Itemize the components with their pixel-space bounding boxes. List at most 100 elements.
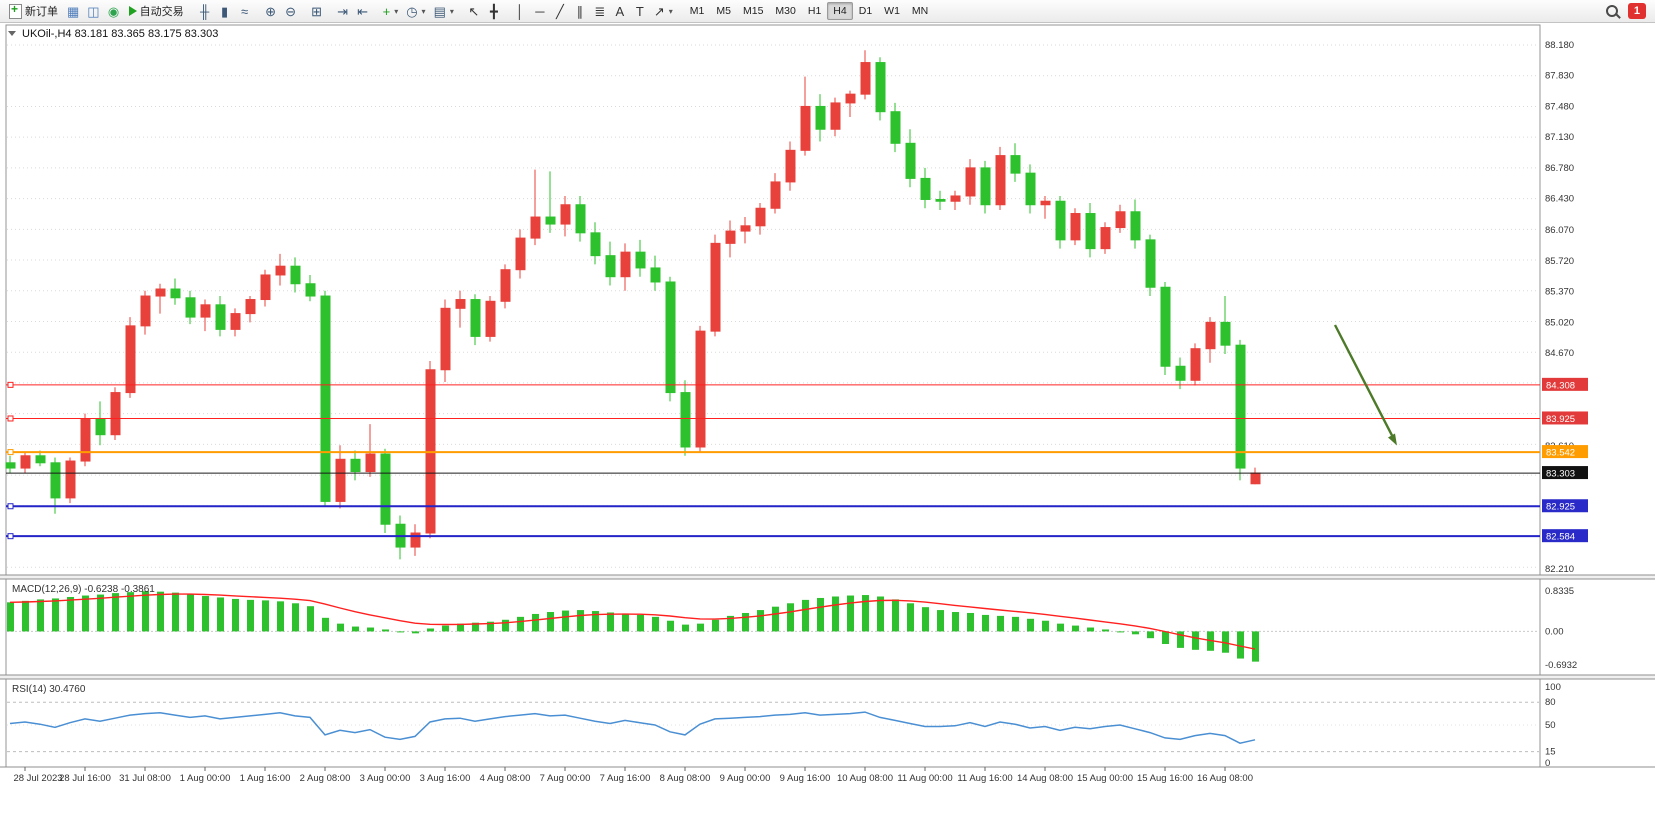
timeframe-m1-button[interactable]: M1 (684, 2, 711, 20)
macd-header: MACD(12,26,9) -0.6238 -0.3861 (12, 584, 155, 595)
timeframe-mn-button[interactable]: MN (906, 2, 934, 20)
candle (215, 296, 226, 337)
zoom-out-button[interactable]: ⊖ (281, 2, 301, 21)
new-order-label: 新订单 (25, 6, 58, 18)
equidistant-channel-icon: ∥ (576, 3, 584, 19)
macd-bar (7, 602, 14, 632)
fibonacci-button[interactable]: ≣ (590, 2, 610, 21)
macd-bar (1072, 625, 1079, 632)
trendline-button[interactable]: ╱ (550, 2, 570, 21)
line-handle[interactable] (7, 533, 14, 540)
text-button[interactable]: A (610, 2, 630, 21)
svg-text:11 Aug 16:00: 11 Aug 16:00 (957, 773, 1012, 784)
macd-bar (757, 610, 764, 632)
svg-text:14 Aug 08:00: 14 Aug 08:00 (1017, 773, 1073, 784)
candle (1115, 204, 1126, 233)
text-label-icon: T (635, 3, 644, 19)
candle (470, 294, 481, 346)
candle (155, 283, 166, 314)
candle (740, 217, 751, 244)
macd-bar (1042, 620, 1049, 632)
candle (80, 413, 91, 467)
timeframe-h1-button[interactable]: H1 (802, 2, 827, 20)
crosshair-button[interactable]: ╋ (484, 2, 504, 21)
line-handle[interactable] (7, 381, 14, 388)
candle (170, 278, 181, 305)
candle (230, 308, 241, 337)
macd-bar (832, 596, 839, 632)
candle (485, 296, 496, 342)
line-chart-button[interactable]: ≈ (235, 2, 255, 21)
price-badge: 83.542 (1542, 445, 1588, 459)
trend-arrow-annotation[interactable] (1333, 324, 1397, 446)
candle (860, 50, 871, 100)
templates-button[interactable]: ▤ ▾ (430, 2, 458, 21)
timeframe-w1-button[interactable]: W1 (878, 2, 906, 20)
macd-bar (322, 617, 329, 632)
macd-bar (292, 603, 299, 632)
text-label-button[interactable]: T (630, 2, 650, 21)
notification-badge[interactable]: 1 (1627, 3, 1646, 19)
timeframe-d1-button[interactable]: D1 (853, 2, 878, 20)
price-chart-svg: 88.180 87.830 87.480 87.130 86.780 86.430 86.0… (0, 24, 1655, 784)
macd-bar (307, 606, 314, 632)
svg-text:10 Aug 08:00: 10 Aug 08:00 (837, 773, 893, 784)
line-handle[interactable] (7, 503, 14, 510)
one-click-trading-expander[interactable] (8, 31, 16, 36)
timeframe-h4-button[interactable]: H4 (827, 2, 853, 20)
macd-bar (457, 623, 464, 632)
shapes-icon: ↗ (653, 3, 665, 19)
auto-scroll-button[interactable]: ⇥ (333, 2, 353, 21)
price-badge: 82.584 (1542, 529, 1588, 543)
candle (845, 90, 856, 117)
periods-button[interactable]: ◷ ▾ (402, 2, 429, 21)
line-handle[interactable] (7, 415, 14, 422)
panel-splitter[interactable] (0, 674, 1655, 680)
price-badge: 84.308 (1542, 377, 1588, 391)
svg-text:28 Jul 16:00: 28 Jul 16:00 (59, 773, 111, 784)
svg-text:50: 50 (1545, 720, 1556, 731)
search-button[interactable] (1602, 2, 1622, 21)
svg-text:1 Aug 00:00: 1 Aug 00:00 (180, 773, 231, 784)
vertical-line-button[interactable]: │ (510, 2, 530, 21)
candlestick-chart-button[interactable]: ▮ (215, 2, 235, 21)
panel-splitter[interactable] (0, 574, 1655, 580)
add-indicator-button[interactable]: + ▾ (379, 2, 403, 21)
candle (455, 290, 466, 328)
macd-bar (142, 591, 149, 632)
macd-bar (967, 612, 974, 632)
bar-chart-button[interactable]: ╫ (195, 2, 215, 21)
cursor-button[interactable]: ↖ (464, 2, 484, 21)
candle (50, 457, 61, 514)
svg-text:31 Jul 08:00: 31 Jul 08:00 (119, 773, 171, 784)
equidistant-channel-button[interactable]: ∥ (570, 2, 590, 21)
candle (785, 141, 796, 191)
macd-bar (1252, 631, 1259, 662)
chart-shift-button[interactable]: ⇤ (353, 2, 373, 21)
timeframe-m5-button[interactable]: M5 (710, 2, 737, 20)
profiles-icon: ◫ (87, 3, 100, 19)
profiles-button[interactable]: ◫ (83, 2, 103, 21)
auto-trading-button[interactable]: 自动交易 (125, 2, 188, 21)
auto-trading-label: 自动交易 (139, 6, 184, 18)
candle (260, 269, 271, 307)
macd-bar (772, 606, 779, 632)
macd-bar (82, 595, 89, 632)
macd-bar (1192, 631, 1199, 650)
candle (950, 190, 961, 211)
candle (425, 360, 436, 539)
timeframe-m30-button[interactable]: M30 (769, 2, 801, 20)
horizontal-line-button[interactable]: ─ (530, 2, 550, 21)
charts-window-button[interactable]: ▦ (63, 2, 83, 21)
shapes-button[interactable]: ↗ ▾ (650, 2, 677, 21)
new-order-button[interactable]: 新订单 (5, 2, 62, 21)
macd-bar (562, 610, 569, 632)
candle (800, 76, 811, 156)
community-button[interactable]: ◉ (104, 2, 124, 21)
timeframe-m15-button[interactable]: M15 (737, 2, 769, 20)
line-handle[interactable] (7, 449, 14, 456)
svg-text:0.00: 0.00 (1545, 626, 1564, 637)
tile-windows-button[interactable]: ⊞ (307, 2, 327, 21)
zoom-in-button[interactable]: ⊕ (261, 2, 281, 21)
